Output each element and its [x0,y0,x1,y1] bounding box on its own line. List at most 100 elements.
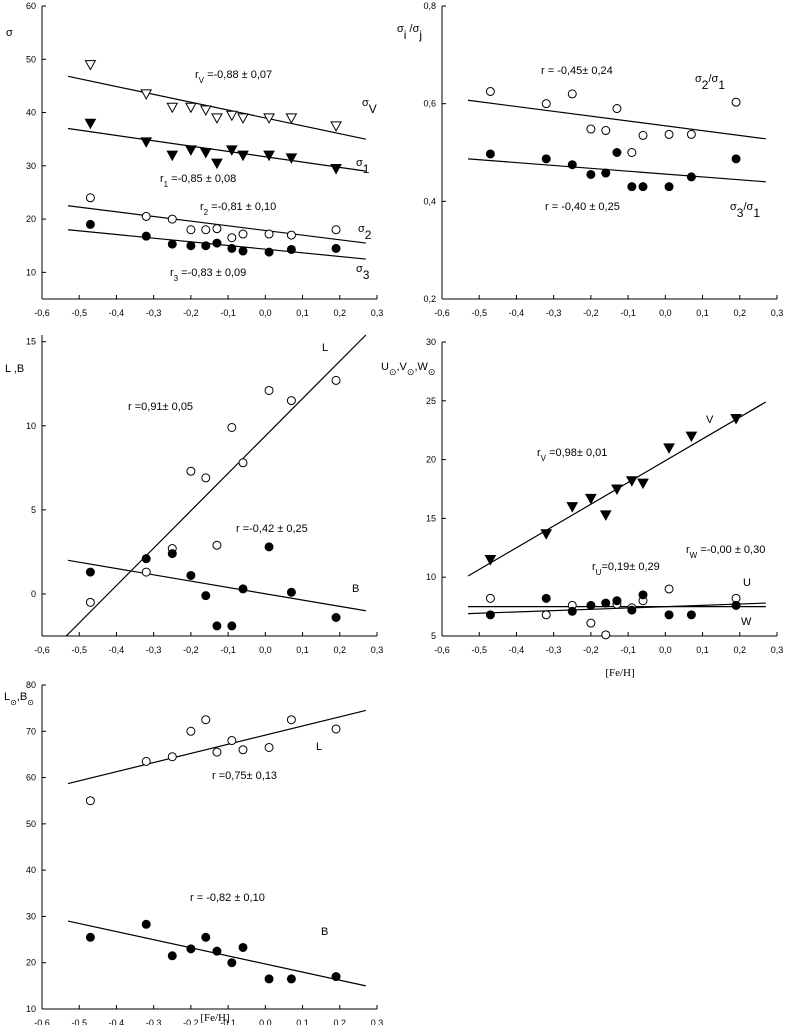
x-tick-label: 0,3 [771,308,784,318]
point [85,932,95,942]
point [664,182,674,192]
point [199,148,212,159]
annotation-part: r [537,447,541,459]
point [201,473,211,483]
point [85,219,95,229]
x-tick-label: -0,4 [509,308,525,318]
x-tick-label: 0,3 [771,645,784,655]
x-tick-label: -0,2 [183,1018,199,1025]
point [612,148,622,157]
point [686,129,696,139]
series-label-part: 2 [365,228,372,242]
annotation-part: r = -0,82 ± 0,10 [190,892,265,904]
point [212,946,222,956]
fit-line [67,559,366,612]
point [601,126,611,136]
point [201,715,211,725]
y-tick-label: 5 [31,505,36,515]
point [186,726,196,736]
x-tick-label: 0,3 [371,1018,384,1025]
point [627,605,637,615]
point [166,102,179,114]
fit-line [467,99,766,140]
point [238,229,248,239]
point [485,149,495,159]
point [731,154,741,164]
x-tick-label: -0,5 [71,645,87,655]
annotation-part: 2 [204,208,209,217]
point [227,422,237,432]
x-tick-label: 0,1 [296,308,309,318]
point [211,158,223,170]
y-axis-label-part: ⊙ [428,367,436,377]
annotation-part: r [160,173,164,185]
point [263,150,275,162]
series-label: L [316,741,322,753]
point [212,540,222,550]
fit-line [67,127,366,172]
point [663,443,675,454]
series-label: L [322,342,328,354]
annotation-part: r [170,267,174,279]
y-tick-label: 20 [26,958,36,968]
point [331,225,341,235]
annotation: r = -0,45± 0,24 [541,65,613,77]
y-axis-label-part: ,B [17,691,27,703]
point [331,724,341,734]
annotation-part: =-0,88 ± 0,07 [204,69,272,81]
annotation-part: r =0,91± 0,05 [128,401,193,413]
annotation-part: =0,98± 0,01 [546,447,607,459]
point [686,172,696,182]
point [186,466,196,476]
x-tick-label: -0,2 [583,645,599,655]
x-tick-label: -0,6 [34,308,50,318]
x-tick-label: -0,6 [34,1018,50,1025]
x-tick-label: -0,2 [183,645,199,655]
series-label-part: /σ [708,73,718,85]
point [286,715,296,725]
annotation: r = -0,82 ± 0,10 [190,892,265,904]
annotation-part: =-0,83 ± 0,09 [178,267,246,279]
annotation-part: 1 [164,180,169,189]
point [484,555,497,566]
x-tick-label: -0,3 [146,645,162,655]
x-tick-label: -0,1 [620,645,636,655]
point [601,630,611,640]
point [227,233,237,243]
point [541,154,551,164]
point [167,752,177,762]
point [141,756,151,766]
point [286,244,296,254]
point [586,124,596,134]
point [237,113,249,124]
series-label-part: σ [695,73,702,85]
x-tick-label: 0,1 [296,1018,309,1025]
point [567,160,577,170]
y-tick-label: 25 [426,396,436,406]
series-label-part: 1 [718,78,725,92]
series-label-part: σ [730,201,737,213]
point [664,610,674,620]
point [211,113,223,124]
y-tick-label: 10 [26,1004,36,1014]
point [730,413,742,425]
annotation-part: r =-0,42 ± 0,25 [236,523,308,535]
point [611,484,623,496]
point [237,150,249,162]
series-label-part: B [352,583,359,595]
y-tick-label: 0,2 [423,294,436,304]
point [84,118,97,130]
series-label-part: σ [356,157,363,169]
annotation-part: V [199,76,205,85]
x-tick-label: -0,2 [583,308,599,318]
y-axis-label-part: ⊙ [407,367,415,377]
point [285,153,298,164]
annotation: rV =0,98± 0,01 [537,447,607,463]
point [731,97,741,107]
series-label-part: 2 [702,78,709,92]
point [141,919,151,929]
y-tick-label: 30 [26,911,36,921]
y-axis-label: U⊙,V⊙,W⊙ [381,361,435,377]
point [238,246,248,256]
point [85,193,95,203]
